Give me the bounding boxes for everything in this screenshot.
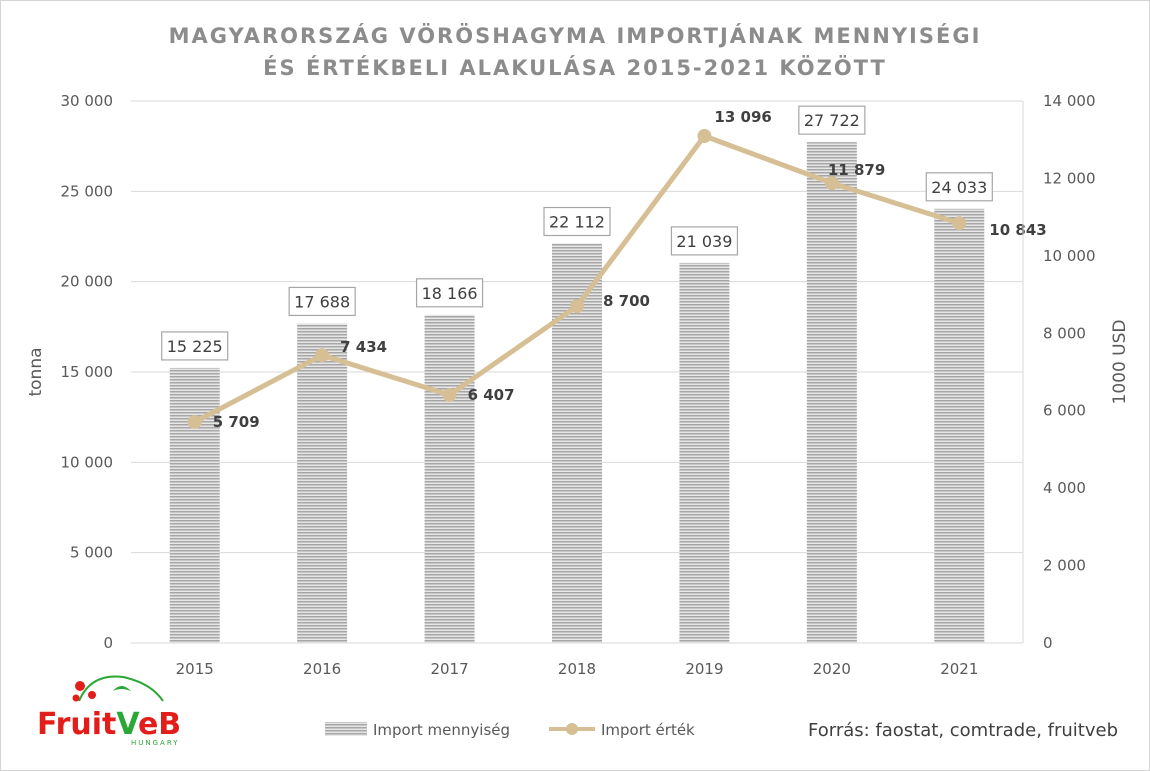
source-note: Forrás: faostat, comtrade, fruitveb	[808, 720, 1118, 741]
bar	[679, 262, 730, 643]
bar-label: 18 166	[422, 284, 478, 303]
line-label: 5 709	[213, 413, 260, 431]
line-point	[315, 348, 330, 363]
bar-label-box	[288, 286, 356, 317]
y-right-tick-label: 2 000	[1043, 557, 1086, 575]
bar	[424, 314, 475, 643]
x-tick-label: 2020	[813, 660, 851, 678]
y-right-tick-label: 4 000	[1043, 479, 1086, 497]
bar	[169, 367, 220, 643]
legend-line-label: Import érték	[601, 721, 695, 739]
line-point	[442, 387, 457, 402]
y-left-tick-label: 5 000	[70, 544, 113, 562]
line-point	[952, 216, 967, 231]
data-labels: 15 225 17 688 18 166 22 112 21 039 27 722 24 0…	[161, 105, 1047, 431]
line-label: 11 879	[828, 161, 885, 179]
bar-label-box	[925, 172, 993, 202]
bar	[297, 323, 348, 643]
y-left-tick-label: 10 000	[61, 453, 114, 471]
x-tick-label: 2018	[558, 660, 596, 678]
bar-label: 27 722	[804, 111, 860, 130]
svg-text:FruitVeB: FruitVeB	[37, 707, 181, 742]
y-left-tick-label: 30 000	[61, 92, 114, 110]
axes: 0 5 000 10 000 15 000 20 000 25 000 30 000 0 2 0…	[61, 92, 1096, 678]
y-right-tick-label: 0	[1043, 634, 1053, 652]
y-left-tick-label: 25 000	[61, 182, 114, 200]
line-point	[570, 299, 584, 314]
bar-label: 17 688	[294, 292, 350, 311]
bar-label-box	[798, 105, 866, 135]
line-series	[187, 128, 967, 429]
x-tick-label: 2019	[685, 660, 723, 678]
y-right-tick-label: 6 000	[1043, 402, 1086, 420]
x-tick-label: 2015	[176, 660, 214, 678]
bar-label: 21 039	[676, 232, 732, 251]
legend: Import mennyiség Import érték	[325, 721, 695, 739]
y-right-tick-label: 12 000	[1043, 169, 1096, 187]
y-left-tick-label: 15 000	[61, 363, 114, 381]
bar-series	[169, 142, 985, 643]
bar	[806, 142, 857, 643]
line-label: 10 843	[989, 221, 1046, 239]
fruitveb-logo: FruitVeB HUNGARY	[37, 675, 181, 747]
bar-label-box	[161, 331, 229, 361]
line-label: 13 096	[714, 108, 771, 126]
chart-title-line-1: MAGYARORSZÁG VÖRÖSHAGYMA IMPORTJÁNAK MEN…	[169, 23, 982, 48]
logo-text-eb: eB	[138, 707, 181, 742]
y-left-tick-label: 20 000	[61, 273, 114, 291]
chart-title-line-2: ÉS ÉRTÉKBELI ALAKULÁSA 2015-2021 KÖZÖTT	[263, 55, 887, 80]
bar-label: 24 033	[931, 178, 987, 197]
logo-text-fruit: Fruit	[37, 707, 116, 742]
logo-subtext: HUNGARY	[131, 739, 180, 747]
legend-line-marker	[566, 723, 578, 735]
line-label: 6 407	[468, 386, 515, 404]
y-right-tick-label: 14 000	[1043, 92, 1096, 110]
logo-text-v: V	[116, 707, 140, 742]
bar-label: 15 225	[167, 337, 223, 356]
bar-label: 22 112	[549, 213, 605, 232]
legend-bar-label: Import mennyiség	[373, 721, 510, 739]
bar-label-box	[415, 278, 484, 308]
line-point	[824, 176, 839, 191]
x-tick-label: 2016	[303, 660, 341, 678]
y-right-tick-label: 10 000	[1043, 247, 1096, 265]
bar-label-box	[543, 206, 611, 237]
bar	[934, 208, 985, 643]
line-label: 8 700	[603, 292, 650, 310]
x-tick-label: 2021	[940, 660, 978, 678]
bar-label-box	[670, 226, 739, 256]
x-tick-label: 2017	[430, 660, 468, 678]
line-point	[697, 128, 712, 143]
legend-bar-swatch	[325, 722, 367, 736]
y-right-tick-label: 8 000	[1043, 324, 1086, 342]
y-axis-right-title: 1000 USD	[1110, 320, 1130, 405]
line-point	[187, 414, 202, 429]
y-axis-left-title: tonna	[26, 347, 46, 396]
y-left-tick-label: 0	[103, 634, 113, 652]
line-label: 7 434	[340, 338, 387, 356]
